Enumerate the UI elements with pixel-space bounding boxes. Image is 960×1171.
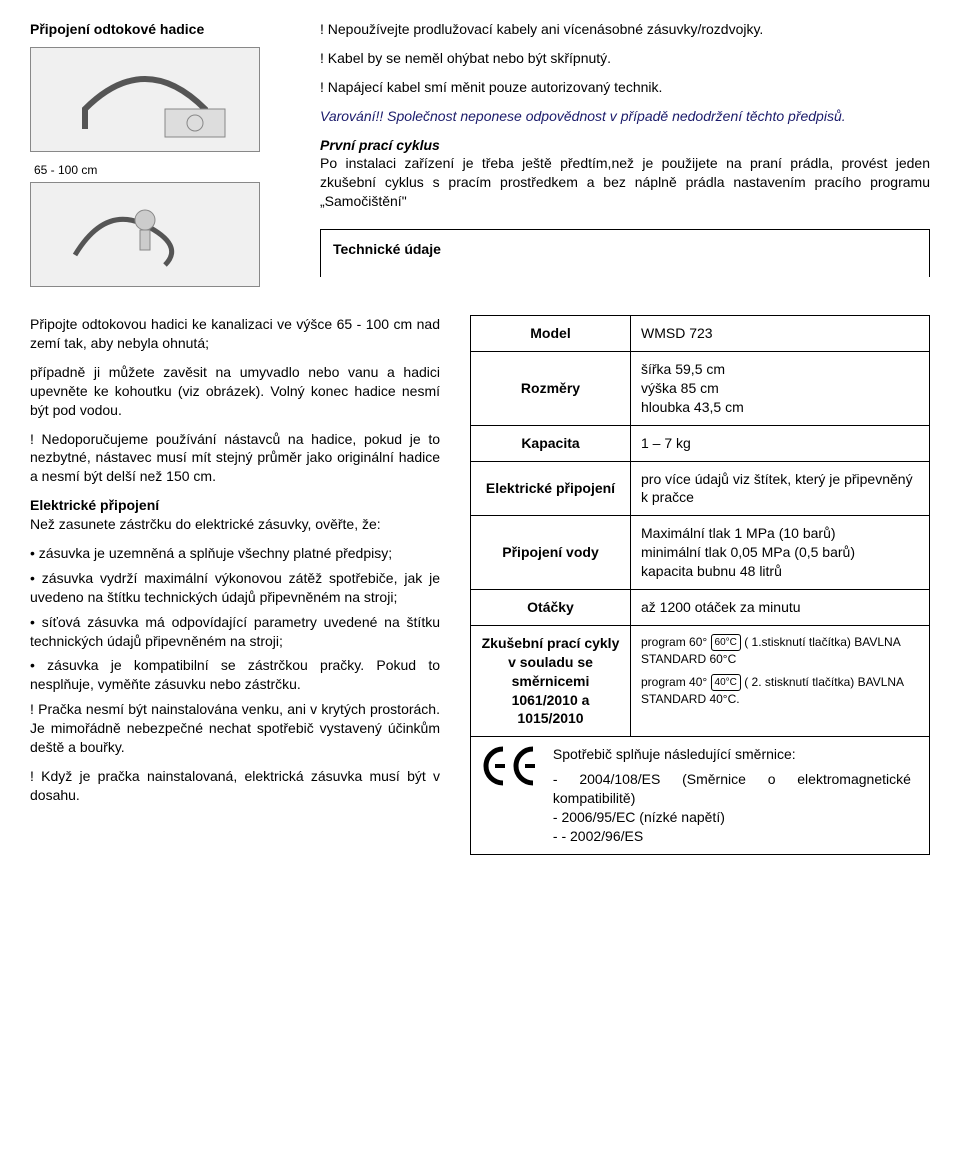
bullet-3: síťová zásuvka má odpovídající parametry… — [30, 613, 440, 651]
capacity-label: Kapacita — [471, 425, 631, 461]
rpm-value: až 1200 otáček za minutu — [631, 589, 930, 625]
dims-value: šířka 59,5 cm výška 85 cm hloubka 43,5 c… — [631, 351, 930, 425]
bullet-4: zásuvka je kompatibilní se zástrčkou pra… — [30, 656, 440, 694]
p6: ! Když je pračka nainstalovaná, elektric… — [30, 767, 440, 805]
technical-data-heading: Technické údaje — [320, 229, 930, 277]
prog60a: program 60° — [641, 635, 707, 649]
ce-cell: Spotřebič splňuje následující směrnice: … — [471, 737, 930, 854]
rpm-label: Otáčky — [471, 589, 631, 625]
warning-3: ! Napájecí kabel smí měnit pouze autoriz… — [320, 78, 930, 97]
capacity-value: 1 – 7 kg — [631, 425, 930, 461]
right-text-column: ! Nepoužívejte prodlužovací kabely ani v… — [320, 20, 930, 297]
height-range-label: 65 - 100 cm — [34, 162, 290, 178]
dim-line-2: výška 85 cm — [641, 379, 919, 398]
model-label: Model — [471, 316, 631, 352]
p4: Než zasunete zástrčku do elektrické zásu… — [30, 515, 440, 534]
hose-connection-title: Připojení odtokové hadice — [30, 20, 290, 39]
ce-line-3: - - 2002/96/ES — [553, 827, 911, 846]
p5: ! Pračka nesmí být nainstalována venku, … — [30, 700, 440, 757]
first-cycle-heading: První prací cyklus — [320, 136, 930, 155]
hose-arch-svg — [45, 59, 245, 139]
warning-1: ! Nepoužívejte prodlužovací kabely ani v… — [320, 20, 930, 39]
warning-note: Varování!! Společnost neponese odpovědno… — [320, 107, 930, 126]
p3: ! Nedoporučujeme používání nástavců na h… — [30, 430, 440, 487]
water-line-1: Maximální tlak 1 MPa (10 barů) — [641, 524, 919, 543]
p1: Připojte odtokovou hadici ke kanalizaci … — [30, 315, 440, 353]
spec-table-column: Model WMSD 723 Rozměry šířka 59,5 cm výš… — [470, 315, 930, 855]
ce-line-1: - 2004/108/ES (Směrnice o elektromagneti… — [553, 770, 911, 808]
instructions-column: Připojte odtokovou hadici ke kanalizaci … — [30, 315, 440, 855]
temp-40-icon: 40°C — [711, 674, 741, 692]
dim-line-1: šířka 59,5 cm — [641, 360, 919, 379]
dim-line-3: hloubka 43,5 cm — [641, 398, 919, 417]
prog40a: program 40° — [641, 675, 707, 689]
warning-2: ! Kabel by se neměl ohýbat nebo být skří… — [320, 49, 930, 68]
diagram-hose-arch — [30, 47, 260, 152]
water-label: Připojení vody — [471, 516, 631, 590]
model-value: WMSD 723 — [631, 316, 930, 352]
test-label: Zkušební prací cykly v souladu se směrni… — [471, 625, 631, 736]
ce-intro: Spotřebič splňuje následující směrnice: — [553, 745, 911, 764]
test-value: program 60° 60°C ( 1.stisknutí tlačítka)… — [631, 625, 930, 736]
temp-60-icon: 60°C — [711, 634, 741, 652]
ce-mark-icon — [481, 745, 541, 792]
first-cycle-text: Po instalaci zařízení je třeba ještě pře… — [320, 154, 930, 211]
electrical-label: Elektrické připojení — [471, 461, 631, 516]
left-diagram-column: Připojení odtokové hadice 65 - 100 cm — [30, 20, 290, 297]
electrical-value: pro více údajů viz štítek, který je přip… — [631, 461, 930, 516]
ce-line-2: - 2006/95/EC (nízké napětí) — [553, 808, 911, 827]
water-line-2: minimální tlak 0,05 MPa (0,5 barů) — [641, 543, 919, 562]
hose-tap-svg — [45, 195, 245, 275]
spec-table: Model WMSD 723 Rozměry šířka 59,5 cm výš… — [470, 315, 930, 855]
dims-label: Rozměry — [471, 351, 631, 425]
p2: případně ji můžete zavěsit na umyvadlo n… — [30, 363, 440, 420]
water-value: Maximální tlak 1 MPa (10 barů) minimální… — [631, 516, 930, 590]
water-line-3: kapacita bubnu 48 litrů — [641, 562, 919, 581]
diagram-hose-tap — [30, 182, 260, 287]
bullet-2: zásuvka vydrží maximální výkonovou zátěž… — [30, 569, 440, 607]
electrical-heading: Elektrické připojení — [30, 496, 440, 515]
bullet-1: zásuvka je uzemněná a splňuje všechny pl… — [30, 544, 440, 563]
